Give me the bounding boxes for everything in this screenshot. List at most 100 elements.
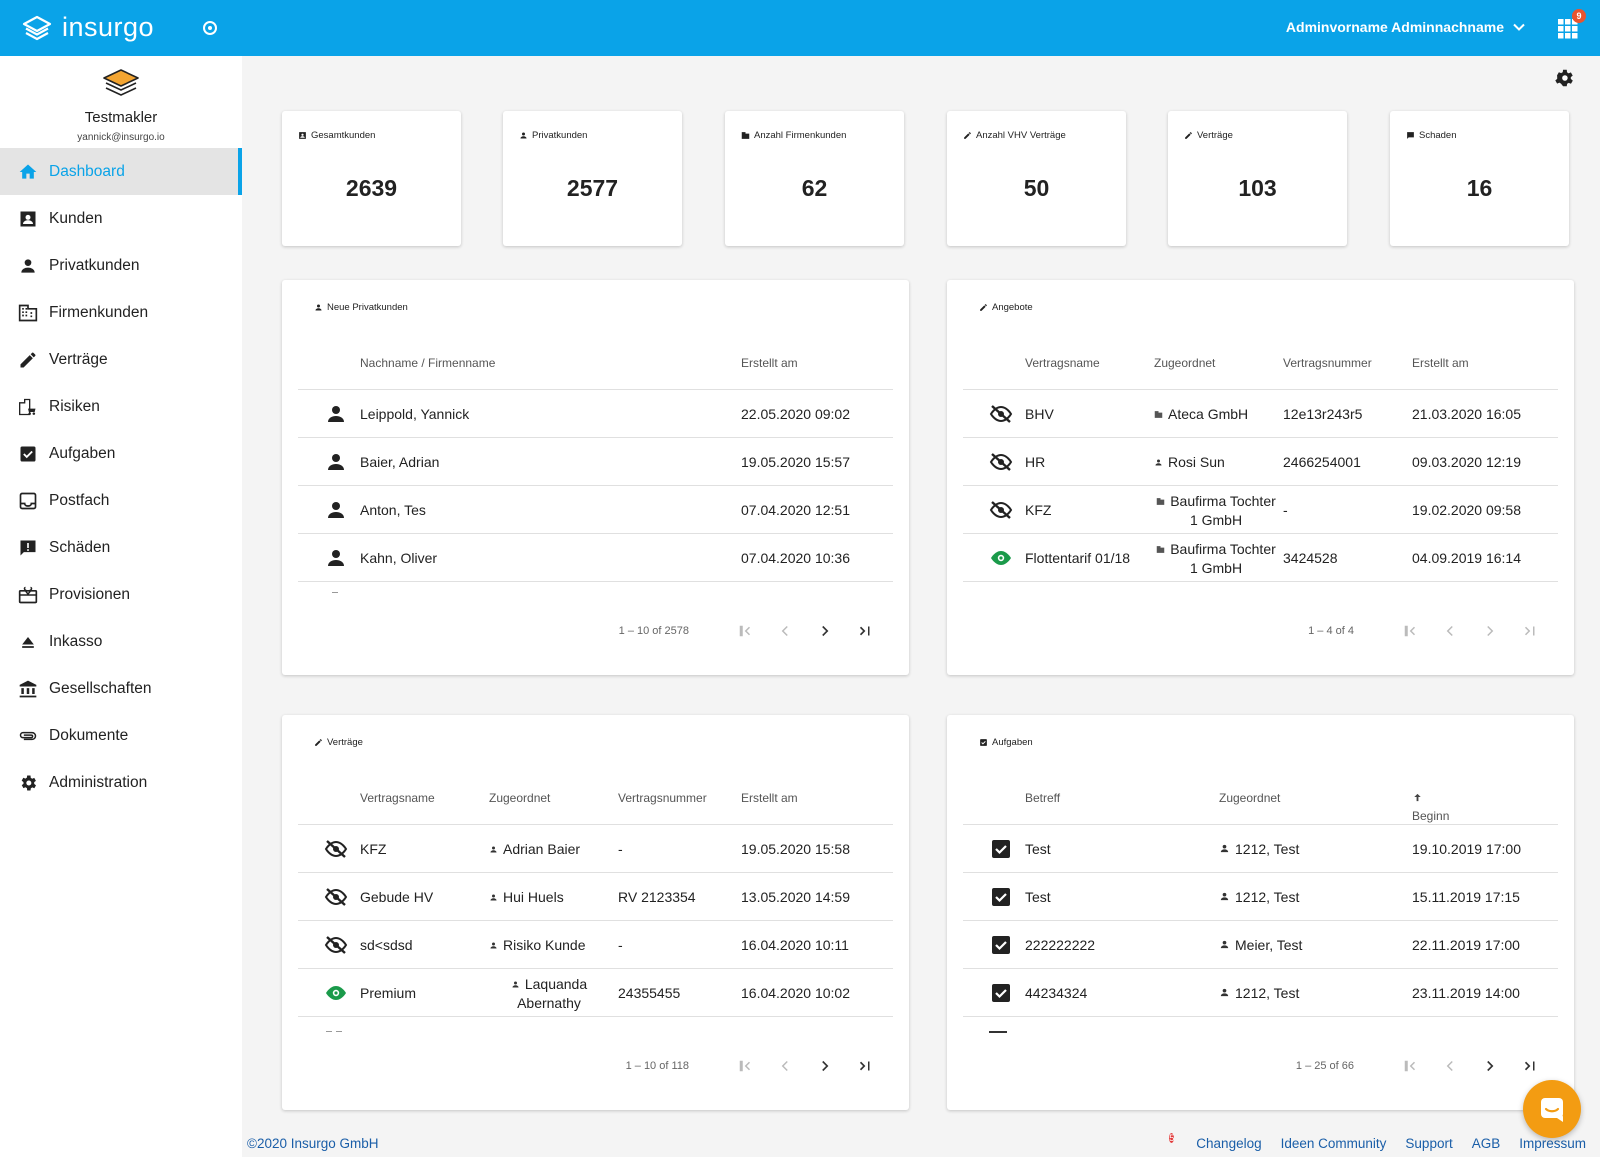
assigned-name[interactable]: 1212, Test xyxy=(1235,841,1300,857)
sidebar-item-administration[interactable]: Administration xyxy=(0,759,242,806)
sidebar-item-provisionen[interactable]: Provisionen xyxy=(0,571,242,618)
column-header[interactable]: Nachname / Firmenname xyxy=(360,356,496,370)
table-row[interactable]: Baier, Adrian 19.05.2020 15:57 xyxy=(298,438,893,486)
table-row[interactable]: Premium Laquanda Abernathy 24355455 16.04… xyxy=(298,969,893,1017)
last-page-button[interactable] xyxy=(845,1056,885,1076)
table-row[interactable]: KFZ Baufirma Tochter 1 GmbH - 19.02.2020 … xyxy=(963,486,1558,534)
eye-icon[interactable] xyxy=(324,981,348,1005)
table-row[interactable]: Test 1212, Test 19.10.2019 17:00 xyxy=(963,825,1558,873)
assigned-name[interactable]: Rosi Sun xyxy=(1168,454,1225,470)
sidebar-item-vertraege[interactable]: Verträge xyxy=(0,336,242,383)
stat-card-vertraege[interactable]: Verträge 103 xyxy=(1168,111,1347,246)
stat-card-privatkunden[interactable]: Privatkunden 2577 xyxy=(503,111,682,246)
next-page-button[interactable] xyxy=(805,1056,845,1076)
table-row[interactable]: 44234324 1212, Test 23.11.2019 14:00 xyxy=(963,969,1558,1017)
sidebar-item-postfach[interactable]: Postfach xyxy=(0,477,242,524)
checkbox-checked-icon[interactable] xyxy=(989,837,1013,861)
assigned-name-line2[interactable]: 1 GmbH xyxy=(1189,512,1243,528)
checkbox-checked-icon[interactable] xyxy=(989,933,1013,957)
last-page-button[interactable] xyxy=(1510,1056,1550,1076)
column-header[interactable]: Zugeordnet xyxy=(489,791,551,805)
last-page-button[interactable] xyxy=(1510,621,1550,641)
column-header[interactable]: Erstellt am xyxy=(741,791,798,805)
first-page-button[interactable] xyxy=(1390,1056,1430,1076)
column-header[interactable]: Betreff xyxy=(1025,791,1061,805)
prev-page-button[interactable] xyxy=(765,1056,805,1076)
sidebar-item-kunden[interactable]: Kunden xyxy=(0,195,242,242)
eye-off-icon[interactable] xyxy=(989,498,1013,522)
last-page-button[interactable] xyxy=(845,621,885,641)
column-header[interactable]: Vertragsnummer xyxy=(1283,356,1372,370)
assigned-name[interactable]: 1212, Test xyxy=(1235,889,1300,905)
sidebar-item-privatkunden[interactable]: Privatkunden xyxy=(0,242,242,289)
assigned-name-line2[interactable]: Abernathy xyxy=(517,995,581,1011)
checkbox-checked-icon[interactable] xyxy=(989,981,1013,1005)
sidebar-item-schaeden[interactable]: Schäden xyxy=(0,524,242,571)
settings-button[interactable] xyxy=(1553,67,1575,89)
table-row[interactable]: Anton, Tes 07.04.2020 12:51 xyxy=(298,486,893,534)
footer-link-support[interactable]: Support xyxy=(1405,1136,1453,1151)
assigned-name[interactable]: Risiko Kunde xyxy=(503,937,586,953)
table-row[interactable]: KFZ Adrian Baier - 19.05.2020 15:58 xyxy=(298,825,893,873)
sidebar-item-firmenkunden[interactable]: Firmenkunden xyxy=(0,289,242,336)
sidebar-item-inkasso[interactable]: Inkasso xyxy=(0,618,242,665)
first-page-button[interactable] xyxy=(725,1056,765,1076)
column-header[interactable]: Vertragsname xyxy=(360,791,435,805)
sidebar-item-dokumente[interactable]: Dokumente xyxy=(0,712,242,759)
chat-launcher-button[interactable] xyxy=(1523,1080,1581,1138)
prev-page-button[interactable] xyxy=(1430,1056,1470,1076)
table-row[interactable]: sd<sdsd Risiko Kunde - 16.04.2020 10:11 xyxy=(298,921,893,969)
column-header[interactable]: Erstellt am xyxy=(1412,356,1469,370)
assigned-name[interactable]: Baufirma Tochter xyxy=(1170,493,1276,509)
assigned-name-line2[interactable]: 1 GmbH xyxy=(1189,560,1243,576)
next-page-button[interactable] xyxy=(1470,1056,1510,1076)
first-page-button[interactable] xyxy=(725,621,765,641)
table-row[interactable]: HR Rosi Sun 2466254001 09.03.2020 12:19 xyxy=(963,438,1558,486)
apps-grid-button[interactable]: 9 xyxy=(1556,9,1586,40)
eye-off-icon[interactable] xyxy=(324,933,348,957)
column-header[interactable]: Erstellt am xyxy=(741,356,798,370)
brand-logo[interactable]: insurgo xyxy=(22,12,154,43)
user-menu[interactable]: Adminvorname Adminnachname xyxy=(1286,19,1526,35)
assigned-name[interactable]: Hui Huels xyxy=(503,889,564,905)
eye-off-icon[interactable] xyxy=(324,837,348,861)
table-row[interactable]: Flottentarif 01/18 Baufirma Tochter 1 Gmb… xyxy=(963,534,1558,582)
footer-link-changelog[interactable]: 5 Changelog xyxy=(1169,1133,1262,1153)
footer-link-impressum[interactable]: Impressum xyxy=(1519,1136,1586,1151)
column-header[interactable]: Zugeordnet xyxy=(1219,791,1281,805)
table-row[interactable]: Test 1212, Test 15.11.2019 17:15 xyxy=(963,873,1558,921)
assigned-name[interactable]: Adrian Baier xyxy=(503,841,581,857)
sidebar-item-dashboard[interactable]: Dashboard xyxy=(0,148,242,195)
table-row[interactable]: 222222222 Meier, Test 22.11.2019 17:00 xyxy=(963,921,1558,969)
assigned-name[interactable]: Baufirma Tochter xyxy=(1170,541,1276,557)
assigned-name[interactable]: 1212, Test xyxy=(1235,985,1300,1001)
sidebar-item-gesellschaften[interactable]: Gesellschaften xyxy=(0,665,242,712)
table-row[interactable]: BHV Ateca GmbH 12e13r243r5 21.03.2020 16… xyxy=(963,390,1558,438)
footer-link-agb[interactable]: AGB xyxy=(1471,1136,1501,1151)
eye-icon[interactable] xyxy=(989,546,1013,570)
column-header[interactable]: Vertragsname xyxy=(1025,356,1100,370)
assigned-name[interactable]: Meier, Test xyxy=(1235,937,1303,953)
radio-toggle-icon[interactable] xyxy=(203,21,217,35)
sidebar-item-risiken[interactable]: Risiken xyxy=(0,383,242,430)
table-row[interactable]: Leippold, Yannick 22.05.2020 09:02 xyxy=(298,390,893,438)
next-page-button[interactable] xyxy=(1470,621,1510,641)
assigned-name[interactable]: Laquanda xyxy=(524,976,588,992)
column-header-sorted[interactable]: Beginn xyxy=(1412,791,1449,823)
first-page-button[interactable] xyxy=(1390,621,1430,641)
checkbox-checked-icon[interactable] xyxy=(989,885,1013,909)
stat-card-gesamtkunden[interactable]: Gesamtkunden 2639 xyxy=(282,111,461,246)
table-row[interactable]: Gebude HV Hui Huels RV 2123354 13.05.202… xyxy=(298,873,893,921)
column-header[interactable]: Vertragsnummer xyxy=(618,791,707,805)
next-page-button[interactable] xyxy=(805,621,845,641)
eye-off-icon[interactable] xyxy=(324,885,348,909)
eye-off-icon[interactable] xyxy=(989,402,1013,426)
column-header[interactable]: Zugeordnet xyxy=(1154,356,1216,370)
stat-card-firmenkunden[interactable]: Anzahl Firmenkunden 62 xyxy=(725,111,904,246)
stat-card-vhv-vertraege[interactable]: Anzahl VHV Verträge 50 xyxy=(947,111,1126,246)
sidebar-item-aufgaben[interactable]: Aufgaben xyxy=(0,430,242,477)
eye-off-icon[interactable] xyxy=(989,450,1013,474)
footer-link-ideen-community[interactable]: Ideen Community xyxy=(1280,1136,1387,1151)
prev-page-button[interactable] xyxy=(765,621,805,641)
table-row[interactable]: Kahn, Oliver 07.04.2020 10:36 xyxy=(298,534,893,582)
